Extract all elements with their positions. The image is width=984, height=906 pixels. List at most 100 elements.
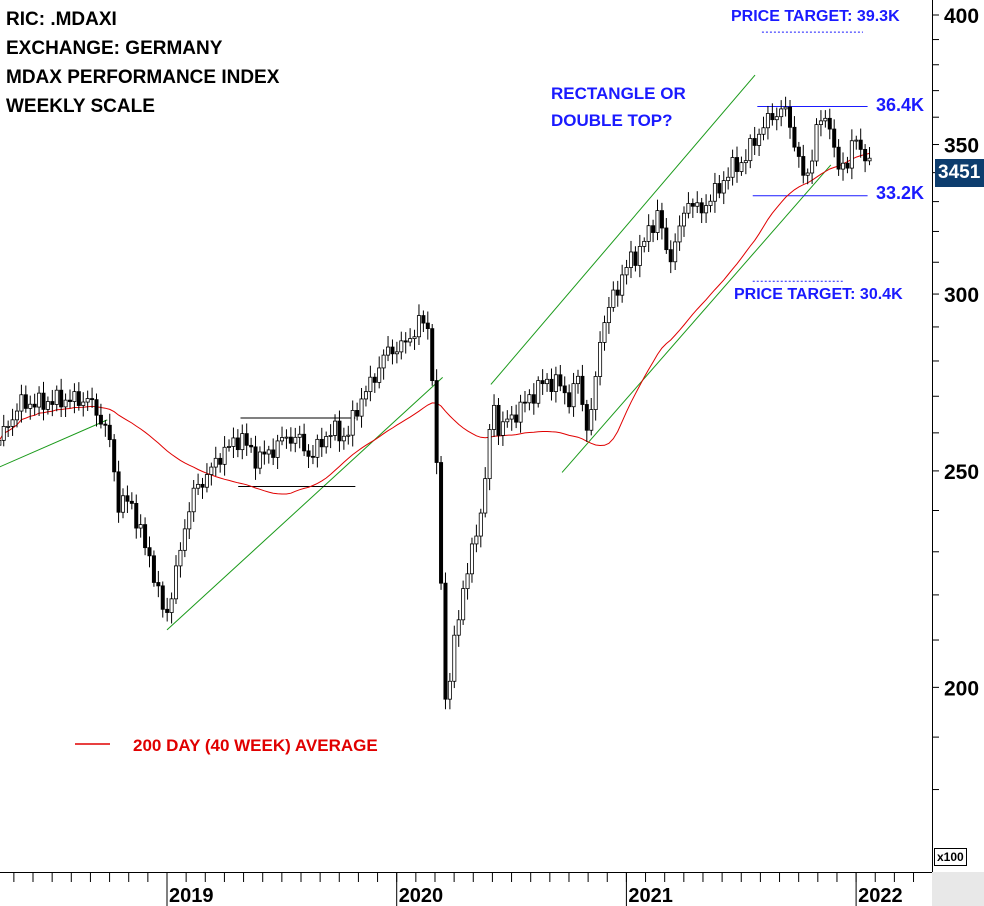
candle-body — [271, 449, 276, 458]
candle-body — [611, 289, 616, 308]
price-axis-background — [932, 0, 984, 872]
candle — [32, 393, 37, 416]
candle-body — [721, 180, 726, 194]
candle-body — [500, 421, 505, 436]
candle — [589, 397, 594, 436]
candle — [646, 214, 651, 252]
candle — [827, 108, 832, 140]
candle — [549, 368, 554, 401]
candle-body — [310, 455, 315, 458]
candle — [182, 519, 187, 558]
candle-body — [235, 437, 240, 451]
candle-body — [178, 549, 183, 567]
candle — [765, 105, 770, 140]
candle-body — [107, 424, 112, 441]
candle-body — [187, 511, 192, 530]
candle — [606, 296, 611, 334]
trendline-2019-uptrend — [166, 377, 443, 631]
candle — [425, 311, 430, 340]
candle-body — [743, 160, 748, 164]
candle — [19, 384, 24, 423]
candle-body — [341, 435, 346, 442]
candle-body — [408, 338, 413, 343]
candle-body — [125, 495, 130, 502]
candle — [337, 410, 342, 452]
candle — [416, 304, 421, 346]
candle-body — [213, 457, 218, 468]
candle — [284, 429, 289, 449]
candle-body — [134, 503, 139, 529]
candle — [447, 672, 452, 710]
candle — [297, 425, 302, 449]
candle-body — [425, 322, 430, 330]
candle — [178, 542, 183, 578]
candle — [156, 570, 161, 598]
candle-body — [474, 535, 479, 545]
y-tick-label: 300 — [944, 284, 979, 307]
candle-body — [863, 149, 868, 162]
candle — [478, 508, 483, 548]
candle-body — [368, 376, 373, 393]
candle — [615, 280, 620, 307]
candle — [602, 315, 607, 351]
candle-body — [487, 429, 492, 480]
candle — [739, 156, 744, 176]
candle-body — [394, 351, 399, 355]
axis-multiplier: x100 — [934, 848, 967, 866]
candle-body — [19, 394, 24, 412]
candle-body — [536, 380, 541, 404]
candle — [196, 473, 201, 495]
candle-body — [41, 392, 46, 410]
candle-body — [165, 608, 170, 613]
candle — [584, 399, 589, 442]
candle-body — [280, 437, 285, 442]
candle-body — [275, 440, 280, 458]
candle-body — [757, 133, 762, 146]
candle-body — [439, 462, 444, 584]
candle-body — [293, 436, 298, 444]
candle-body — [854, 139, 859, 142]
candle-body — [297, 433, 302, 438]
candle — [783, 96, 788, 117]
candle — [0, 439, 2, 446]
candle — [483, 467, 488, 518]
candle-body — [182, 528, 187, 551]
candle-body — [412, 336, 417, 340]
candle-body — [805, 172, 810, 176]
candle-body — [359, 398, 364, 417]
candle — [598, 331, 603, 386]
candle — [743, 149, 748, 175]
candle — [580, 364, 585, 412]
candle-body — [562, 385, 567, 394]
candle-body — [257, 451, 262, 469]
candle — [867, 147, 872, 166]
candle-body — [443, 582, 448, 700]
candle — [443, 572, 448, 710]
candle — [814, 118, 819, 167]
candle — [412, 329, 417, 350]
candle — [721, 171, 726, 205]
ric-label: RIC: .MDAXI — [6, 9, 117, 30]
candle — [770, 103, 775, 126]
candle-body — [333, 420, 338, 436]
candle-body — [553, 374, 558, 392]
candle — [686, 192, 691, 219]
candle — [832, 119, 837, 158]
candle-body — [659, 210, 664, 229]
candle — [227, 439, 232, 452]
candle — [818, 110, 823, 137]
candle-body — [90, 398, 95, 401]
candle — [1, 414, 6, 447]
y-tick-label: 350 — [944, 135, 979, 158]
candle — [129, 492, 134, 510]
candle — [76, 382, 81, 411]
candle-body — [28, 403, 33, 409]
candle-body — [59, 389, 64, 408]
candle — [107, 413, 112, 448]
candle-body — [306, 450, 311, 457]
candle — [72, 383, 77, 414]
candles — [0, 96, 872, 710]
candle — [143, 517, 148, 556]
candle-body — [337, 420, 342, 442]
candle — [14, 403, 19, 428]
